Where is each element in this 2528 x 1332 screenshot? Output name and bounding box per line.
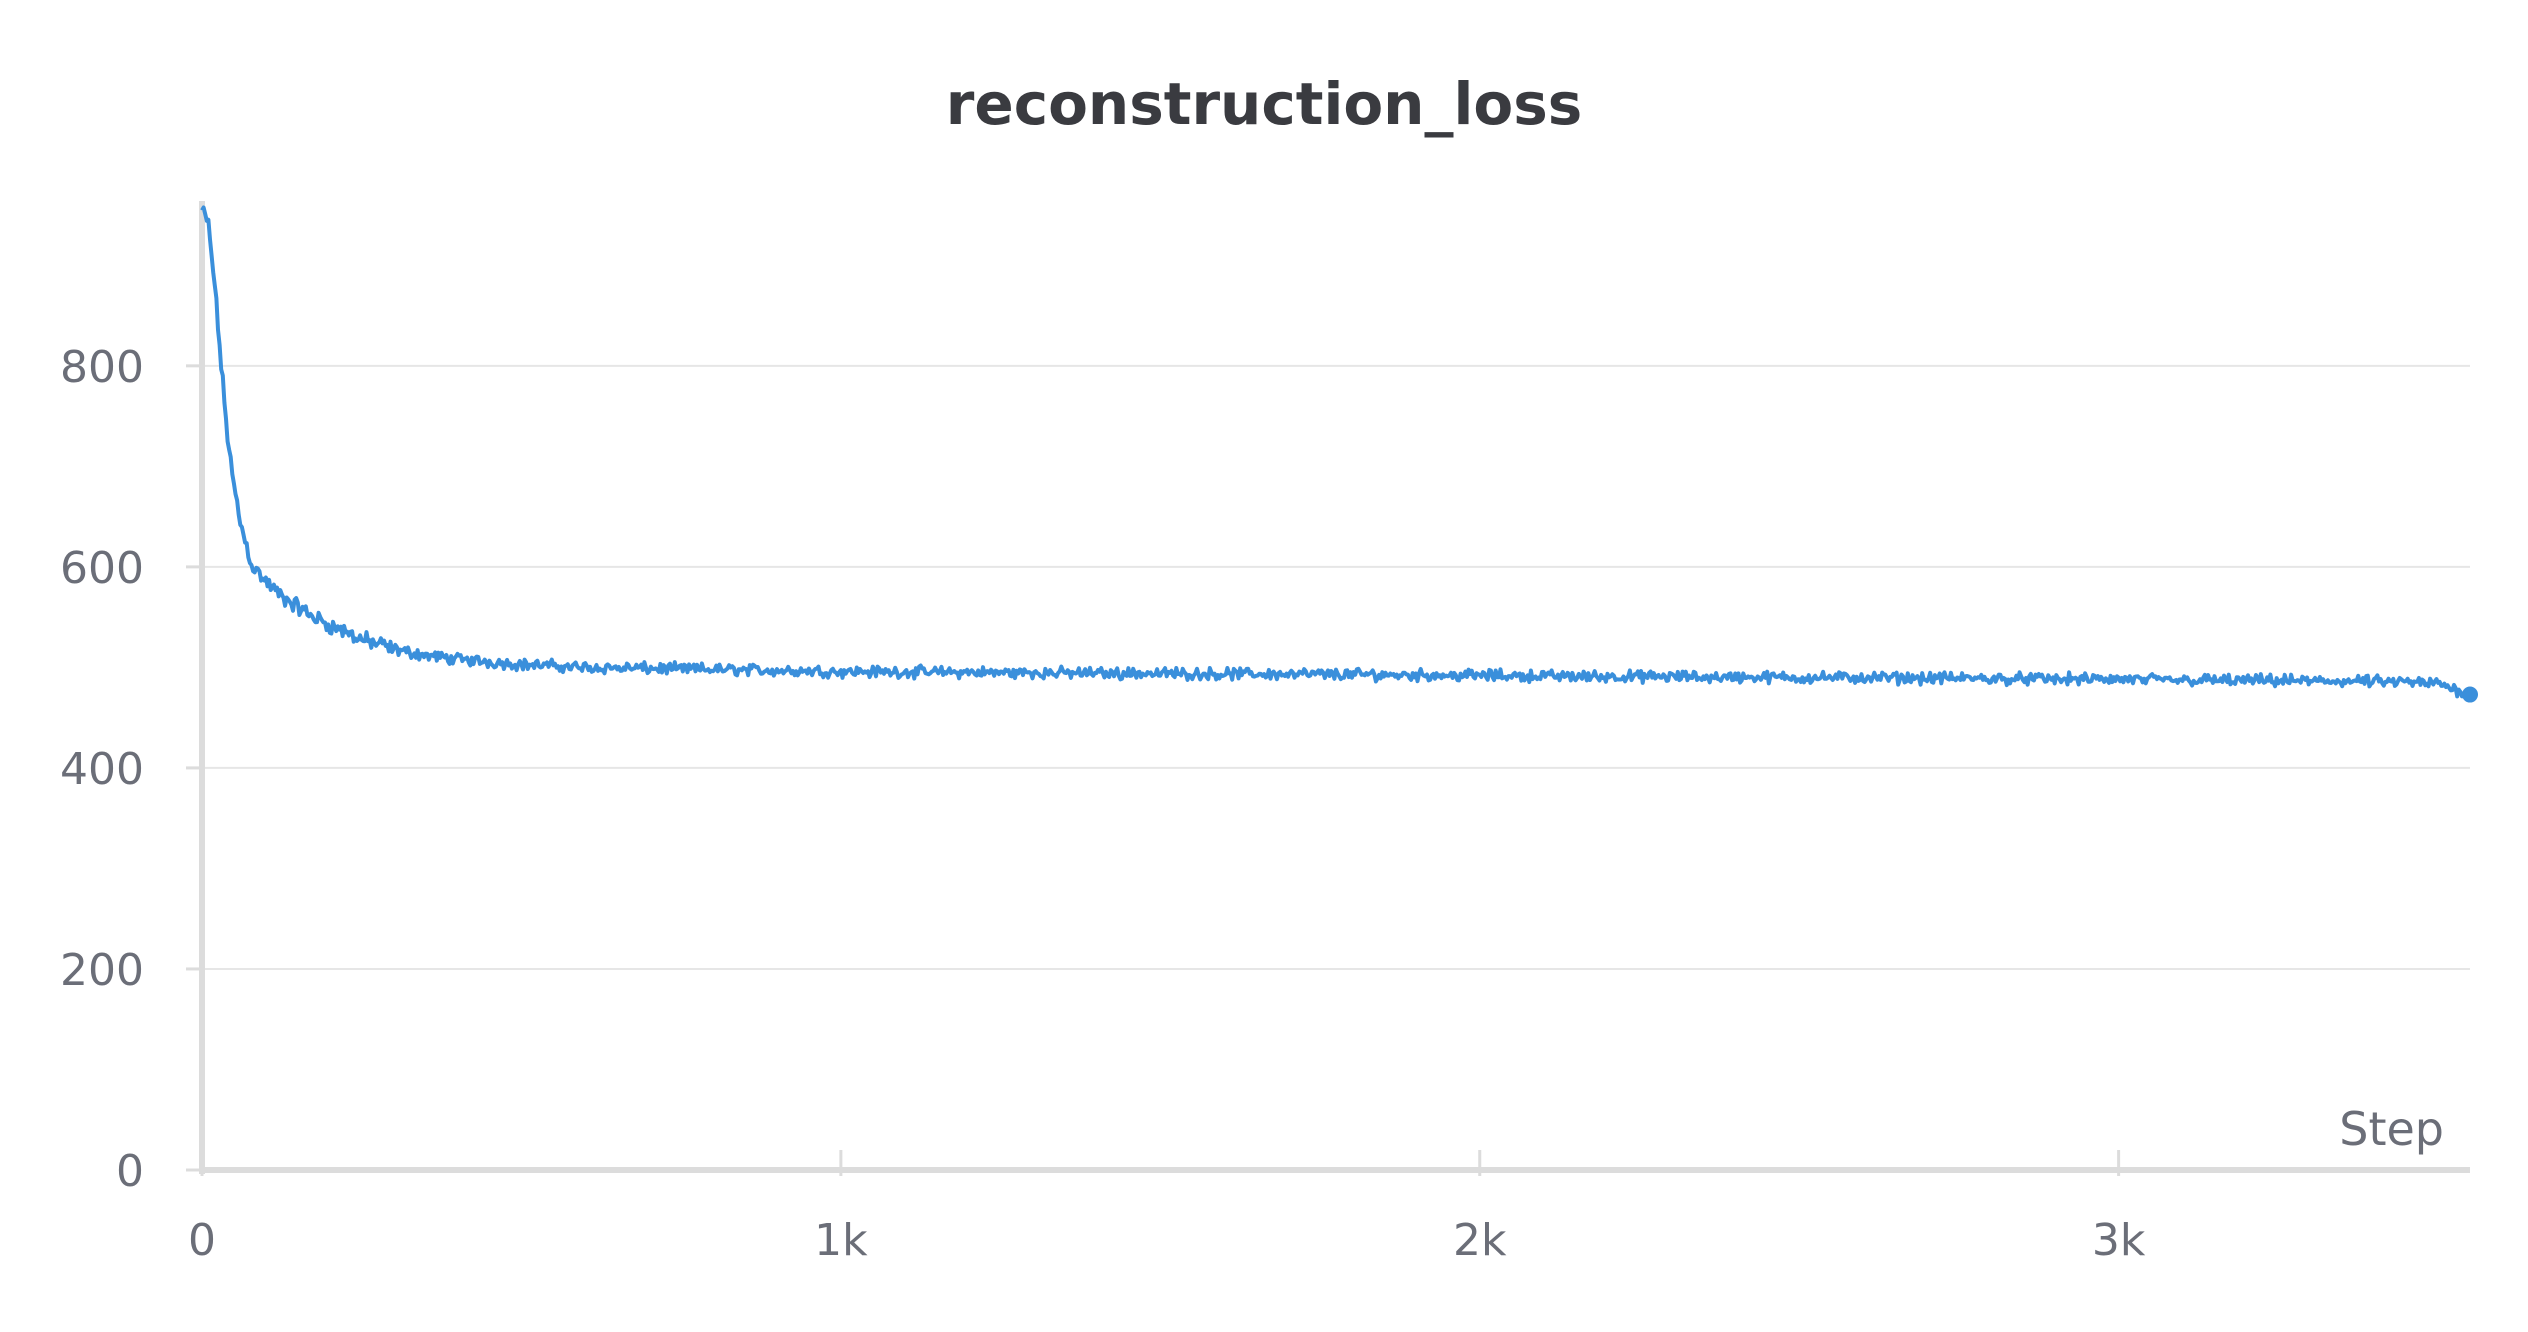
y-tick-label-200: 200: [60, 945, 144, 996]
chart-title: reconstruction_loss: [945, 70, 1583, 138]
y-tick-label-600: 600: [60, 543, 144, 594]
y-tick-label-800: 800: [60, 342, 144, 393]
series-line-0: [200, 205, 2472, 699]
x-tick-label-2000: 2k: [1453, 1215, 1507, 1266]
y-tick-label-400: 400: [60, 744, 144, 795]
x-tick-label-1000: 1k: [814, 1215, 868, 1266]
series-end-point-0: [2462, 686, 2478, 703]
x-tick-label-3000: 3k: [2092, 1215, 2146, 1266]
y-tick-label-0: 0: [116, 1146, 144, 1197]
x-axis-label: Step: [2339, 1102, 2444, 1156]
x-tick-label-0: 0: [188, 1215, 216, 1266]
